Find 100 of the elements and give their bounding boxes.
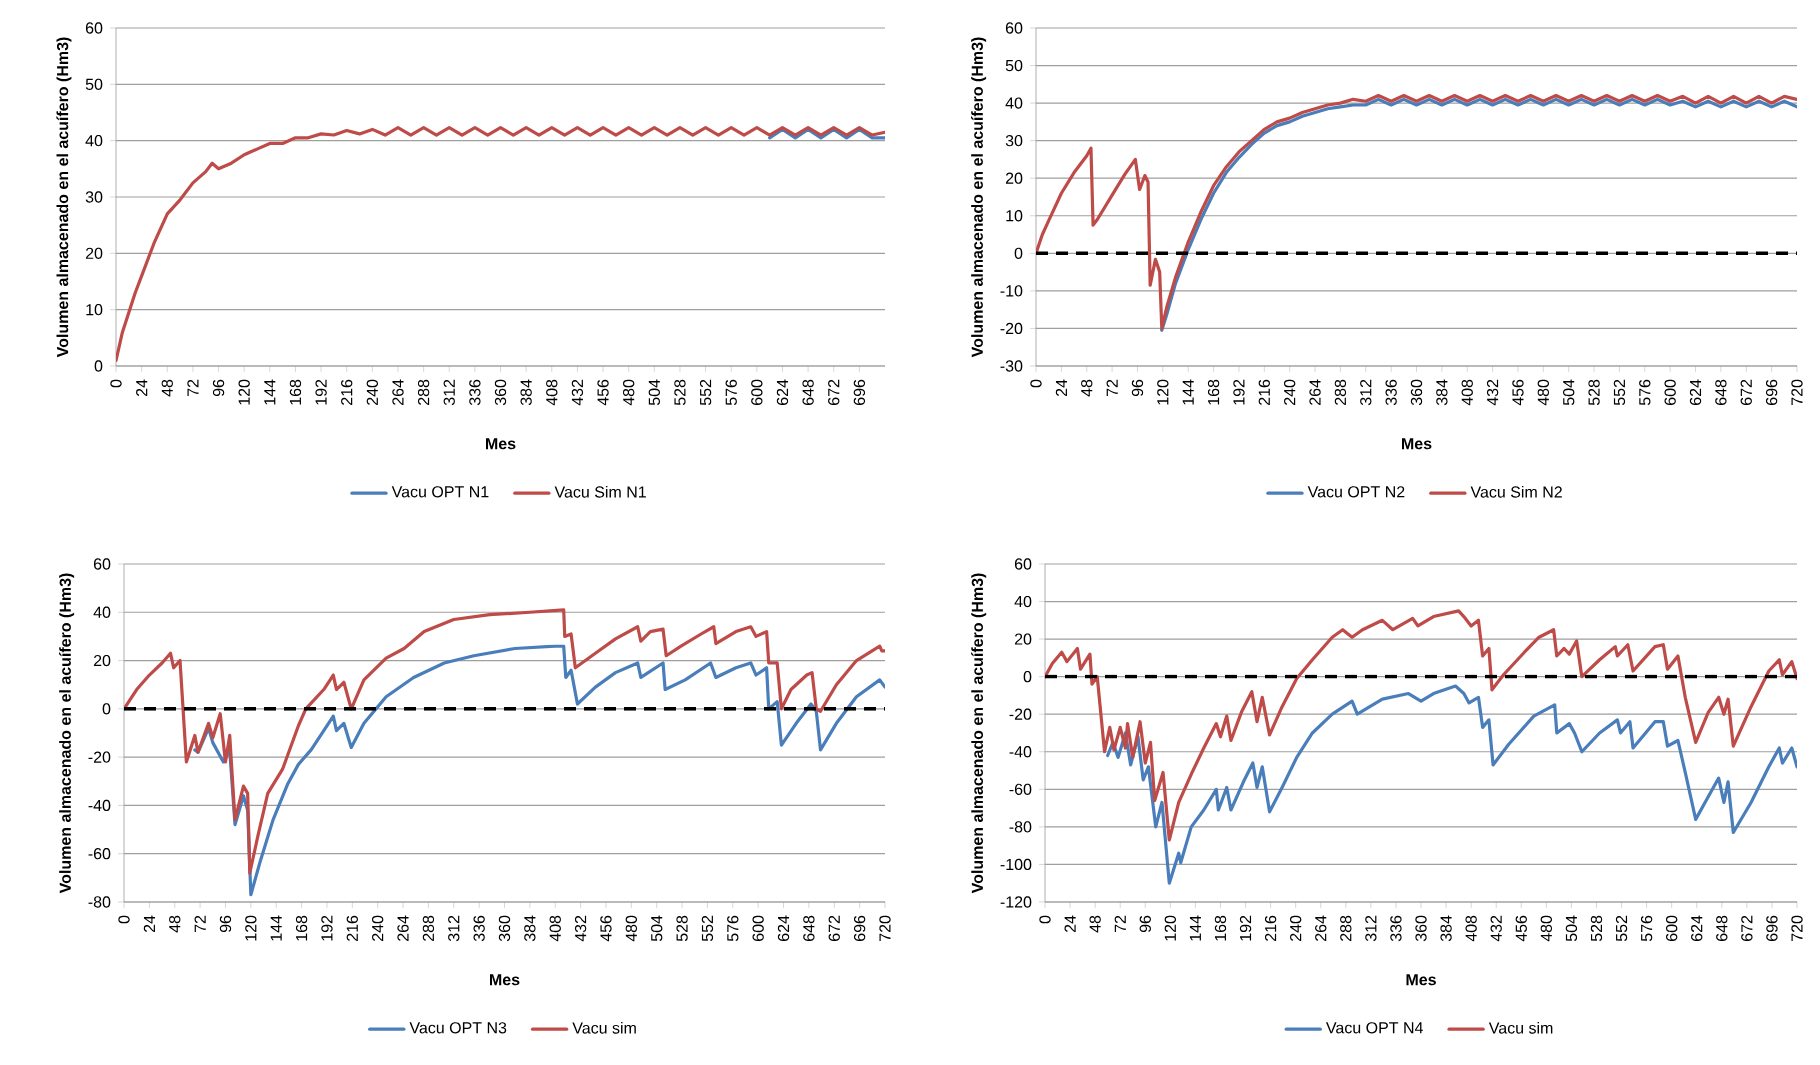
x-tick-label: 480 (1537, 379, 1549, 406)
x-tick-label: 0 (110, 379, 122, 388)
y-axis-title: Volumen almacenado en el acuífero (Hm3) (971, 573, 987, 894)
x-tick-label: 552 (699, 379, 712, 406)
x-tick-label: 312 (1360, 379, 1372, 406)
x-tick-label: 408 (1465, 915, 1477, 942)
x-tick-label: 600 (1664, 379, 1676, 405)
x-tick-label: 432 (1490, 915, 1502, 942)
x-tick-label: 0 (1039, 915, 1051, 924)
y-tick-label: -10 (1000, 285, 1023, 297)
x-tick-label: 528 (1590, 915, 1603, 942)
x-tick-label: 144 (1189, 915, 1201, 941)
x-tick-label: 120 (1157, 379, 1169, 405)
y-tick-label: 50 (85, 78, 103, 90)
y-tick-label: -40 (1009, 746, 1032, 758)
x-tick-label: 168 (1214, 915, 1227, 941)
x-tick-label: 696 (853, 379, 866, 405)
x-tick-label: 168 (295, 915, 308, 941)
legend-label: Vacu OPT N3 (409, 1022, 507, 1034)
line-series (116, 126, 886, 362)
x-tick-label: 336 (1385, 379, 1397, 406)
x-tick-label: 600 (751, 379, 763, 405)
y-tick-label: 20 (85, 247, 103, 259)
y-tick-label: 50 (1005, 59, 1023, 72)
x-tick-label: 576 (725, 379, 737, 406)
x-tick-label: 48 (169, 915, 181, 933)
x-tick-label: 144 (270, 915, 282, 941)
x-tick-label: 696 (1765, 379, 1778, 405)
y-tick-label: 10 (1006, 210, 1023, 222)
legend-label: Vacu sim (572, 1021, 636, 1034)
x-tick-label: 720 (1791, 915, 1803, 941)
line-series (1160, 97, 1797, 332)
x-tick-label: 432 (1486, 379, 1499, 406)
x-tick-label: 96 (212, 379, 225, 397)
x-tick-label: 408 (549, 915, 561, 942)
x-tick-label: 72 (187, 379, 199, 397)
y-tick-label: -20 (88, 751, 111, 763)
x-tick-label: 384 (1436, 379, 1448, 406)
x-tick-label: 696 (1766, 915, 1778, 941)
x-tick-label: 624 (1689, 379, 1702, 405)
y-axis-title: Volumen almacenado en el acuífero (Hm3) (59, 573, 75, 894)
x-tick-label: 240 (1290, 915, 1302, 941)
legend-label: Vacu Sim N1 (554, 485, 646, 498)
legend-label: Vacu sim (1488, 1021, 1553, 1034)
y-tick-label: 40 (93, 606, 111, 618)
x-tick-label: 720 (1791, 379, 1803, 405)
x-tick-label: 24 (143, 915, 155, 933)
x-tick-label: 480 (623, 379, 635, 406)
x-tick-label: 216 (346, 915, 358, 941)
legend-label: Vacu Sim N2 (1470, 485, 1562, 498)
x-tick-label: 216 (1264, 915, 1277, 941)
x-tick-label: 600 (752, 915, 764, 941)
y-tick-label: 30 (1005, 134, 1023, 147)
x-tick-label: 288 (1334, 379, 1347, 405)
x-tick-label: 288 (417, 379, 430, 405)
x-tick-label: 312 (443, 379, 455, 406)
y-tick-label: 0 (102, 703, 111, 715)
x-tick-label: 432 (574, 915, 587, 942)
x-tick-label: 144 (1182, 379, 1194, 405)
y-tick-label: -100 (1000, 858, 1032, 871)
y-tick-label: 40 (85, 134, 103, 147)
x-tick-label: 0 (118, 915, 130, 924)
y-tick-label: 40 (1014, 595, 1032, 608)
x-tick-label: 72 (1114, 915, 1126, 933)
x-tick-label: 24 (1055, 379, 1067, 397)
x-tick-label: 264 (1315, 915, 1327, 941)
line-series (1106, 684, 1797, 885)
x-tick-label: 360 (1415, 915, 1427, 942)
x-tick-label: 144 (264, 379, 276, 405)
x-tick-label: 576 (727, 915, 739, 942)
x-tick-label: 624 (777, 915, 790, 941)
x-tick-label: 312 (1365, 915, 1377, 942)
x-tick-label: 288 (422, 915, 435, 941)
y-tick-label: -20 (1009, 708, 1032, 720)
x-tick-label: 240 (1284, 379, 1296, 405)
x-tick-label: 336 (1390, 915, 1402, 942)
y-tick-label: 0 (94, 360, 103, 372)
x-tick-label: 0 (1030, 379, 1042, 388)
x-tick-label: 72 (194, 915, 206, 933)
y-tick-label: -60 (88, 848, 111, 860)
y-tick-label: -80 (88, 896, 111, 908)
x-tick-label: 576 (1640, 915, 1653, 942)
x-axis-title: Mes (1402, 438, 1432, 450)
x-tick-label: 720 (879, 915, 891, 941)
x-tick-label: 528 (674, 379, 686, 406)
y-tick-label: 60 (93, 558, 111, 570)
y-tick-label: 40 (1005, 97, 1023, 109)
x-tick-label: 120 (238, 379, 250, 405)
x-tick-label: 576 (1639, 379, 1651, 406)
y-tick-label: -30 (1000, 360, 1023, 372)
x-tick-label: 552 (701, 915, 714, 942)
x-tick-label: 408 (546, 379, 558, 406)
y-tick-label: -20 (1000, 322, 1023, 335)
x-tick-label: 216 (1258, 379, 1270, 405)
x-tick-label: 264 (397, 915, 409, 941)
x-tick-label: 456 (1515, 915, 1527, 942)
line-series (124, 608, 885, 875)
y-tick-label: -40 (88, 799, 111, 812)
x-tick-label: 360 (1410, 379, 1423, 406)
x-axis-title: Mes (490, 974, 520, 986)
